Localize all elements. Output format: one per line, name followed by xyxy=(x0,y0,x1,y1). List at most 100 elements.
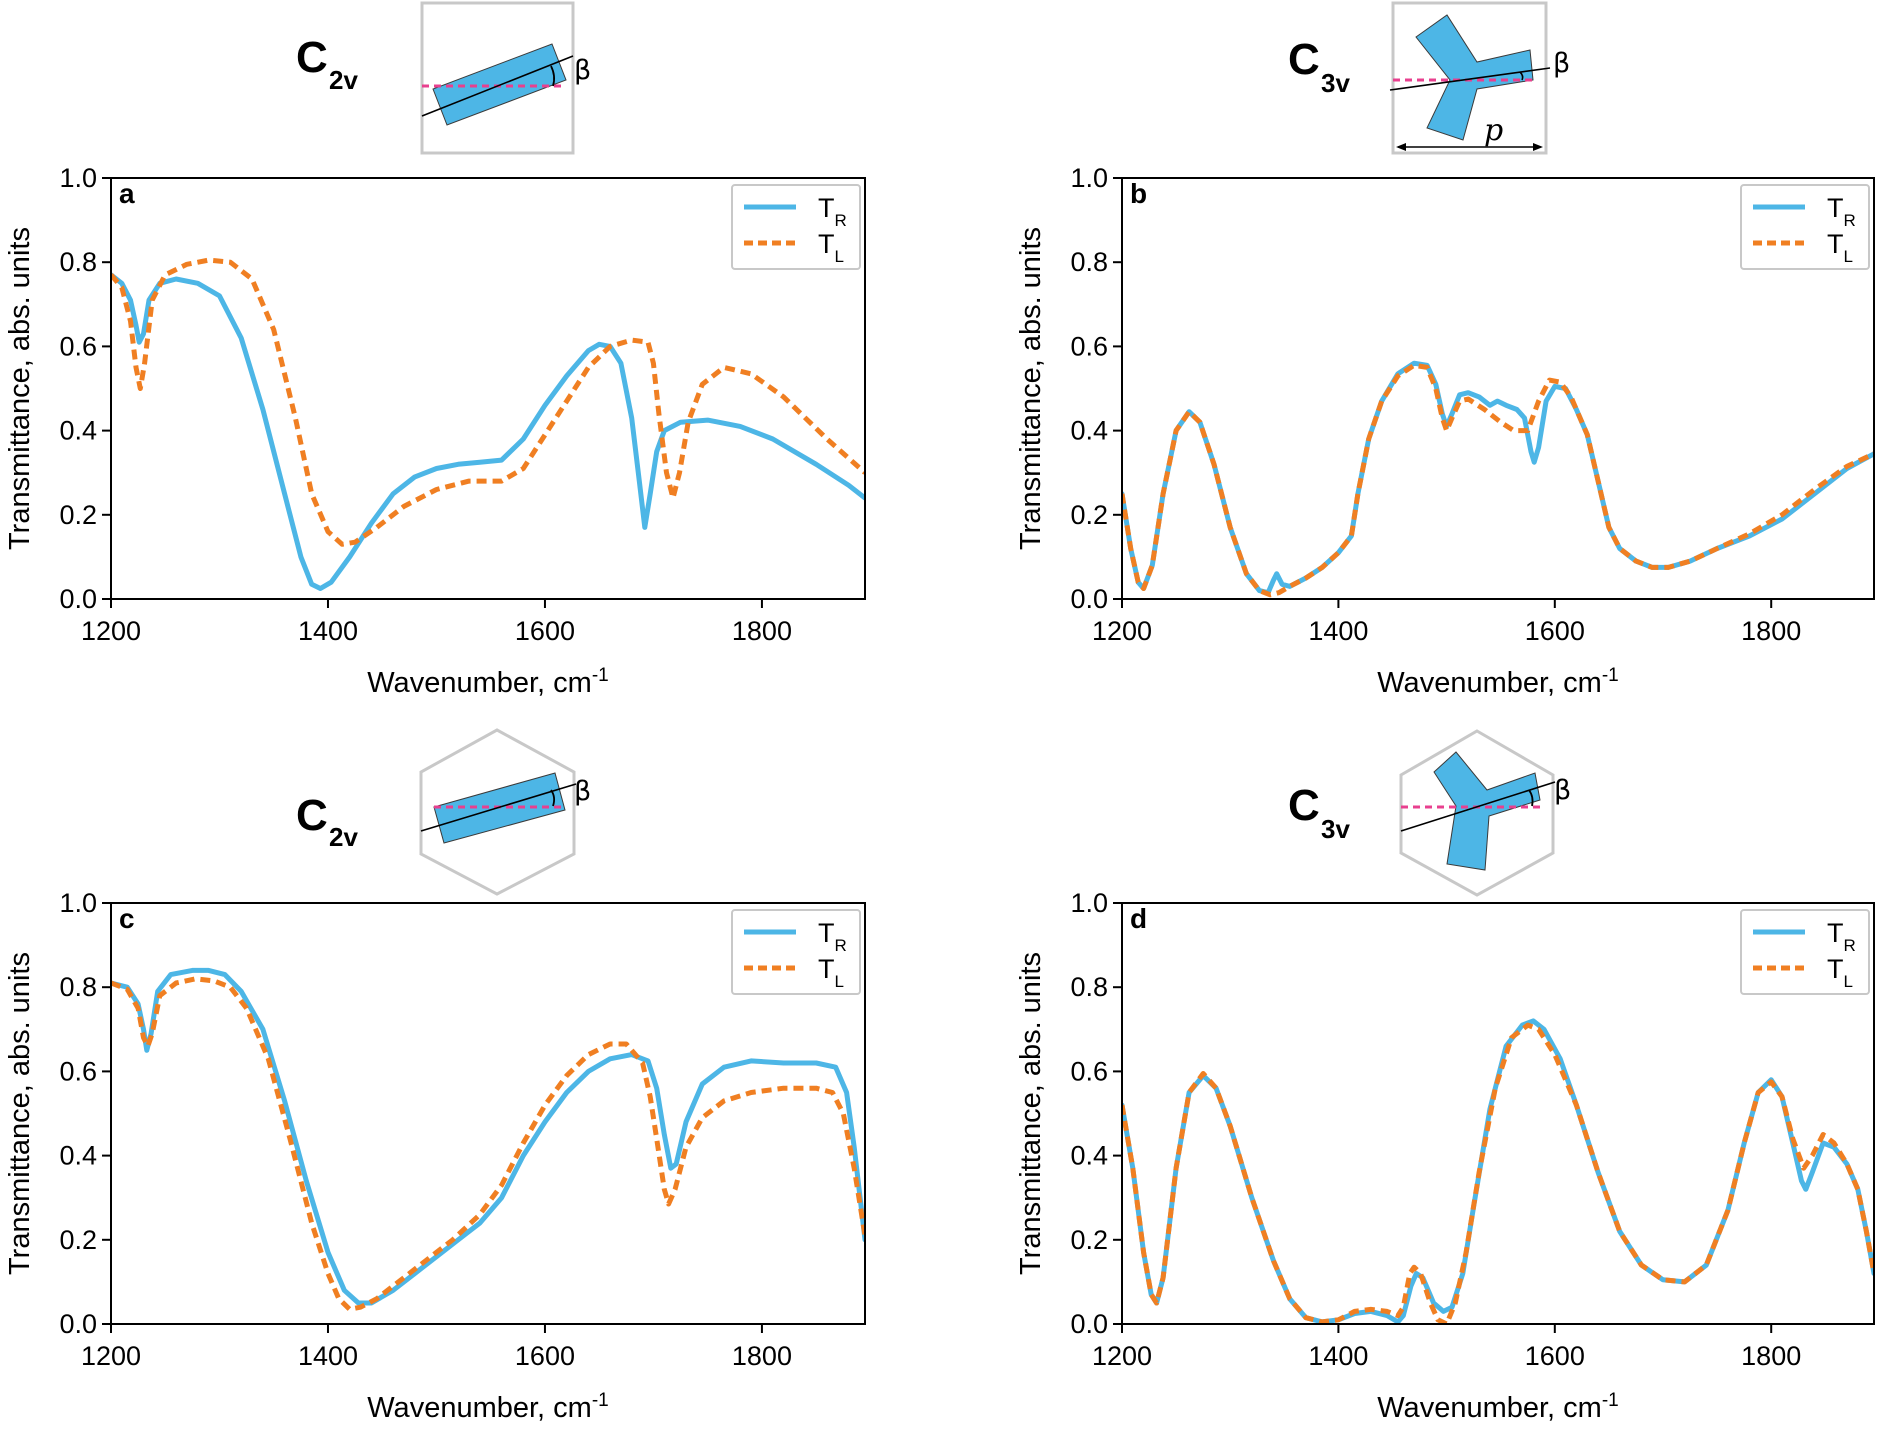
legend-label-tl: TL xyxy=(818,229,844,266)
plot-frame xyxy=(1121,902,1875,1325)
legend-label-main: T xyxy=(1827,229,1844,259)
plot-frame xyxy=(1121,177,1875,600)
y-tick-label: 0.0 xyxy=(59,584,97,614)
legend-label-main: T xyxy=(1827,954,1844,984)
panel-label: d xyxy=(1130,903,1147,934)
inset-b-period-arrowhead-right xyxy=(1533,143,1543,151)
inset-b-beta-label: β xyxy=(1553,48,1570,79)
inset-b-square-frame xyxy=(1391,1,1548,155)
y-tick-label: 0.8 xyxy=(59,972,97,1002)
inset-c-angle-arc xyxy=(550,789,556,807)
legend-label-tr: TR xyxy=(818,193,847,230)
y-tick-label: 0.4 xyxy=(59,1141,97,1171)
chart-panel-a: 0.0 0.2 0.4 0.6 0.8 1.0 1200 1400 1600 1800 Wavenu… xyxy=(4,163,866,699)
legend-label-main: T xyxy=(1827,193,1844,223)
panel-label: a xyxy=(119,178,135,209)
legend-label-sub: L xyxy=(1844,972,1853,991)
legend-label-sub: L xyxy=(835,972,844,991)
x-axis-label: Wavenumber, cm-1 xyxy=(367,665,608,699)
y-tick-label: 0.0 xyxy=(1070,584,1108,614)
legend-label-sub: R xyxy=(835,211,847,230)
chart-panel-c: 0.0 0.2 0.4 0.6 0.8 1.0 1200 1400 1600 1800 Wavenu… xyxy=(4,888,866,1424)
legend-label-sub: R xyxy=(1844,211,1856,230)
x-tick-label: 1200 xyxy=(1092,616,1152,646)
y-tick-label: 0.0 xyxy=(1070,1309,1108,1339)
inset-b-period-arrowhead-left xyxy=(1396,143,1406,151)
y-tick-label: 0.8 xyxy=(1070,247,1108,277)
inset-c-beta-label: β xyxy=(574,776,591,807)
y-tick-label: 0.2 xyxy=(59,500,97,530)
y-tick-label: 0.2 xyxy=(59,1225,97,1255)
inset-d-hex-frame xyxy=(1399,729,1555,897)
inset-d-symmetry-label: C xyxy=(1288,781,1320,830)
inset-a-symmetry-label: C xyxy=(296,33,328,82)
x-axis-label-superscript: -1 xyxy=(592,665,609,686)
chart-panel-d: 0.0 0.2 0.4 0.6 0.8 1.0 1200 1400 1600 1800 Wavenu… xyxy=(1015,888,1875,1424)
x-tick-label: 1800 xyxy=(732,1341,792,1371)
plot-frame xyxy=(110,902,866,1325)
inset-a-square-frame xyxy=(420,1,575,155)
inset-b-angle-arc xyxy=(1519,71,1524,81)
inset-d-angle-arc xyxy=(1528,789,1534,807)
y-tick-label: 0.2 xyxy=(1070,1225,1108,1255)
legend-label-tr: TR xyxy=(1827,918,1856,955)
x-tick-label: 1200 xyxy=(81,1341,141,1371)
inset-b-symmetry-label: C xyxy=(1288,35,1320,84)
inset-c-hex-frame xyxy=(419,728,576,896)
y-tick-label: 0.6 xyxy=(59,1056,97,1086)
series-line-tl xyxy=(111,976,865,1312)
inset-a-angle-arc xyxy=(550,65,556,87)
series-line-tr xyxy=(111,272,865,591)
y-tick-label: 0.4 xyxy=(1070,1141,1108,1171)
inset-b-axis-line xyxy=(1389,67,1551,91)
y-tick-label: 0.6 xyxy=(59,331,97,361)
x-tick-label: 1800 xyxy=(732,616,792,646)
legend-label-main: T xyxy=(818,229,835,259)
chart-panel-b: 0.0 0.2 0.4 0.6 0.8 1.0 1200 1400 1600 1800 Wavenu… xyxy=(1015,163,1875,699)
y-tick-label: 0.8 xyxy=(1070,972,1108,1002)
legend-label-tr: TR xyxy=(1827,193,1856,230)
series-line-tr xyxy=(1122,1018,1874,1324)
legend-label-tl: TL xyxy=(1827,954,1853,991)
x-axis-label: Wavenumber, cm-1 xyxy=(1377,1390,1618,1424)
x-tick-label: 1600 xyxy=(515,616,575,646)
y-tick-label: 0.4 xyxy=(59,416,97,446)
legend-label-main: T xyxy=(818,954,835,984)
y-tick-label: 1.0 xyxy=(1070,163,1108,193)
y-tick-label: 1.0 xyxy=(59,888,97,918)
x-tick-label: 1600 xyxy=(1525,1341,1585,1371)
inset-b-diagram: C 3v β p xyxy=(1288,1,1570,155)
panel-label: b xyxy=(1130,178,1147,209)
y-axis-label: Transmittance, abs. units xyxy=(1015,227,1047,550)
legend-label-main: T xyxy=(818,918,835,948)
legend-label-sub: R xyxy=(1844,936,1856,955)
y-tick-label: 1.0 xyxy=(1070,888,1108,918)
panel-label: c xyxy=(119,903,135,934)
inset-d-tripod xyxy=(1433,751,1541,871)
y-axis-label: Transmittance, abs. units xyxy=(1015,952,1047,1275)
x-tick-label: 1800 xyxy=(1741,1341,1801,1371)
legend-label-sub: R xyxy=(835,936,847,955)
series-line-tl xyxy=(1122,1022,1874,1324)
x-axis-label-superscript: -1 xyxy=(1602,1390,1619,1411)
inset-b-symmetry-subscript: 3v xyxy=(1321,68,1350,98)
y-tick-label: 0.6 xyxy=(1070,331,1108,361)
x-axis-label: Wavenumber, cm-1 xyxy=(1377,665,1618,699)
x-tick-label: 1800 xyxy=(1741,616,1801,646)
series-line-tl xyxy=(111,257,865,547)
inset-c-symmetry-subscript: 2v xyxy=(329,822,358,852)
x-tick-label: 1400 xyxy=(298,1341,358,1371)
legend-label-main: T xyxy=(818,193,835,223)
x-tick-label: 1600 xyxy=(515,1341,575,1371)
legend-label-tr: TR xyxy=(818,918,847,955)
x-tick-label: 1400 xyxy=(1308,1341,1368,1371)
y-tick-label: 0.8 xyxy=(59,247,97,277)
inset-c-axis-line xyxy=(420,783,577,832)
inset-d-symmetry-subscript: 3v xyxy=(1321,814,1350,844)
y-tick-label: 1.0 xyxy=(59,163,97,193)
x-tick-label: 1200 xyxy=(1092,1341,1152,1371)
legend-label-tl: TL xyxy=(818,954,844,991)
legend-label-sub: L xyxy=(1844,247,1853,266)
inset-c-diagram: C 2v β xyxy=(296,728,591,896)
